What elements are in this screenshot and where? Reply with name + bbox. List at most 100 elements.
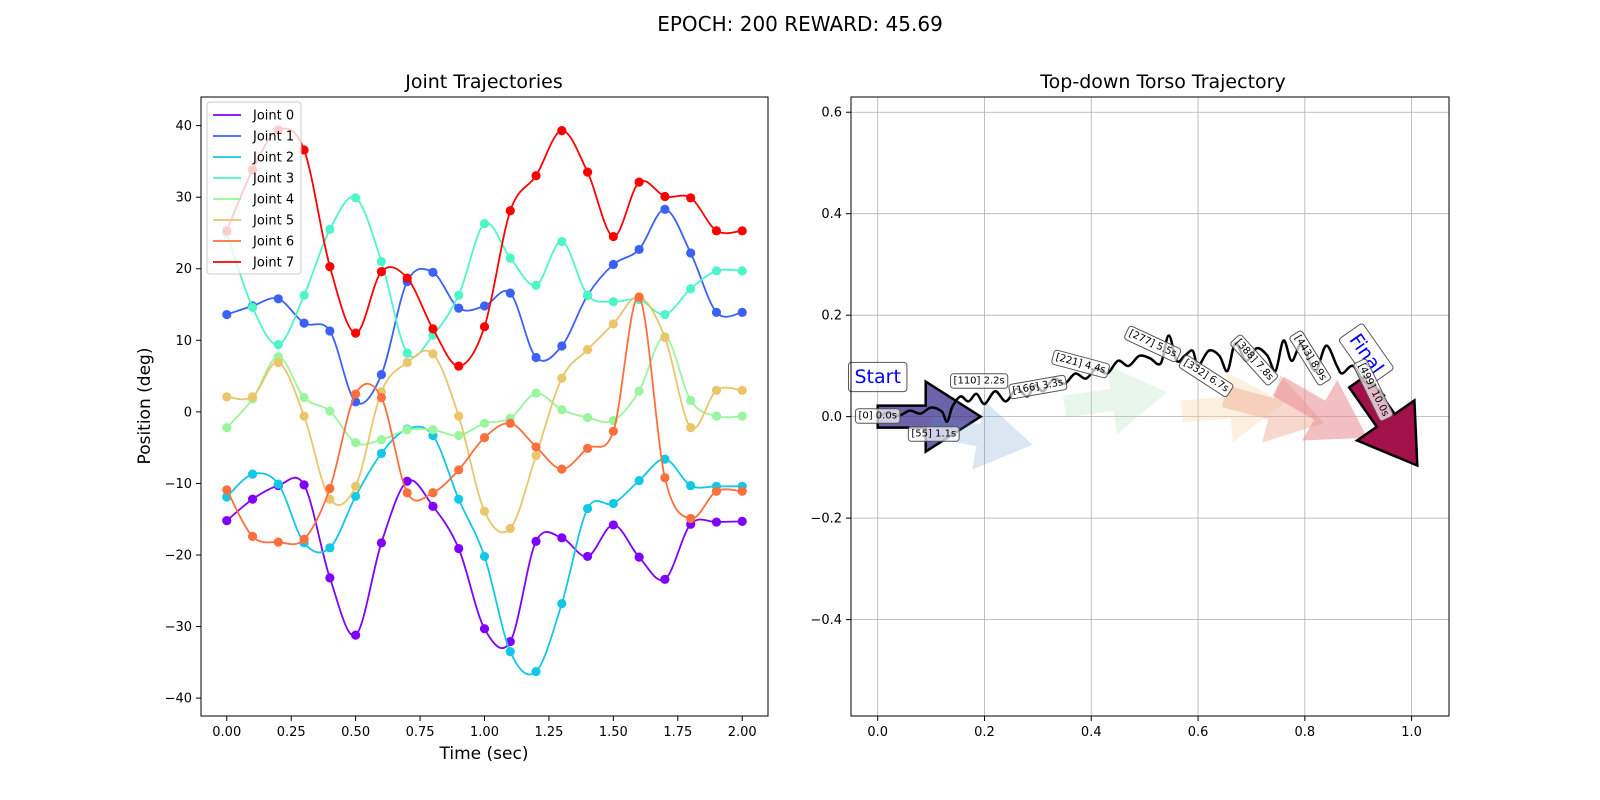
- joint-y-tick-label: 30: [175, 191, 192, 206]
- annotation-box: [1338, 323, 1394, 385]
- torso-trajectory-axes: Top-down Torso Trajectory 0.0 0.2 0.4 0.6 0.…: [810, 71, 1450, 740]
- joint-data-point: [402, 357, 412, 368]
- joint-data-point: [737, 266, 747, 276]
- heading-arrow: [1221, 375, 1325, 443]
- joint-data-point: [376, 267, 387, 277]
- joint-data-point: [325, 224, 335, 234]
- joint-data-point: [376, 392, 387, 403]
- joint-data-point: [634, 475, 644, 486]
- heading-arrow: [1272, 376, 1368, 441]
- joint-data-point: [222, 309, 232, 320]
- annotation-text: [221] 4.4s: [1054, 352, 1106, 376]
- legend-entry-label: Joint 0: [252, 109, 294, 124]
- joint-data-point: [557, 126, 567, 136]
- joint-data-point: [711, 385, 722, 395]
- torso-y-tick-label: 0.0: [821, 410, 842, 425]
- joint-data-point: [376, 370, 387, 380]
- joint-data-point: [686, 480, 696, 491]
- annotation-box: [907, 426, 960, 442]
- joint-data-point: [634, 244, 644, 255]
- joint-data-point: [557, 405, 567, 415]
- joint-data-point: [299, 411, 309, 421]
- joint-data-point: [505, 418, 515, 428]
- joint-data-point: [247, 531, 258, 541]
- joint-data-point: [686, 248, 696, 258]
- joint-data-point: [454, 361, 464, 371]
- torso-y-tick-label: 0.4: [821, 207, 842, 222]
- trajectory-marker-label: [166] 3.3s: [1008, 374, 1068, 400]
- annotation-box: [847, 361, 908, 393]
- start-label: Start: [847, 361, 908, 393]
- joint-data-point: [479, 418, 490, 428]
- joint-data-point: [351, 389, 361, 399]
- annotation-box: [1289, 330, 1331, 386]
- joint-data-point: [351, 491, 361, 501]
- joint-data-point: [402, 488, 412, 498]
- joint-data-point: [686, 193, 696, 203]
- joint-data-point: [711, 411, 722, 421]
- joint-y-tick-label: 0: [184, 405, 192, 420]
- joint-data-point: [479, 322, 490, 332]
- joint-data-point: [582, 412, 593, 423]
- annotation-text: [110] 2.2s: [954, 376, 1005, 387]
- joint-data-point: [454, 303, 464, 313]
- joint-data-point: [247, 494, 258, 504]
- annotation-text: [443] 8.9s: [1292, 333, 1328, 382]
- annotation-box: [950, 373, 1009, 389]
- joint-data-point: [454, 411, 464, 421]
- joint-x-tick-label: 1.25: [534, 725, 563, 740]
- joint-data-point: [737, 516, 747, 526]
- joint-data-point: [582, 443, 593, 453]
- figure-suptitle: EPOCH: 200 REWARD: 45.69: [657, 12, 943, 36]
- joint-data-point: [454, 290, 464, 300]
- joint-data-point: [428, 349, 438, 359]
- trajectory-marker-label: [110] 2.2s: [950, 373, 1009, 389]
- legend-entry-label: Joint 3: [252, 172, 294, 187]
- joint-data-point: [660, 574, 670, 584]
- joint-data-point: [557, 341, 567, 351]
- legend-entry-label: Joint 2: [252, 151, 294, 166]
- joint-data-point: [428, 425, 438, 435]
- joint-data-point: [660, 332, 670, 343]
- joint-data-point: [402, 273, 412, 283]
- joint-data-point: [273, 537, 283, 547]
- joint-series-6: [222, 292, 747, 547]
- joint-data-point: [402, 425, 412, 435]
- joint-data-point: [351, 193, 361, 203]
- torso-x-tick-label: 0.6: [1188, 725, 1209, 740]
- joint-data-point: [737, 411, 747, 421]
- joint-data-point: [634, 552, 644, 562]
- joint-data-point: [376, 448, 387, 458]
- annotation-text: [55] 1.1s: [911, 429, 956, 440]
- joint-data-point: [479, 219, 490, 229]
- joint-data-point: [479, 551, 490, 562]
- joint-data-point: [505, 288, 515, 298]
- joint-data-point: [454, 543, 464, 554]
- joint-legend: Joint 0 Joint 1 Joint 2 Joint 3 Joint 4 Joint…: [206, 101, 302, 275]
- joint-data-point: [247, 302, 258, 312]
- joint-trajectories-axes: Joint Trajectories 0.00 0.25 0.50 0.75 1.00 1…: [135, 71, 769, 764]
- torso-x-tick-label: 0.4: [1081, 725, 1102, 740]
- trajectory-marker-label: [55] 1.1s: [907, 426, 960, 442]
- joint-data-point: [325, 573, 335, 583]
- legend-entry-label: Joint 4: [252, 193, 294, 208]
- joint-data-point: [351, 481, 361, 491]
- joint-data-point: [325, 326, 335, 336]
- joint-data-point: [376, 538, 387, 548]
- joint-data-point: [711, 266, 722, 276]
- joint-data-point: [660, 191, 670, 202]
- joint-data-point: [686, 395, 696, 406]
- joint-series-line: [226, 476, 743, 649]
- annotation-text: Start: [854, 366, 900, 388]
- joint-data-point: [273, 294, 283, 304]
- heading-arrow: [929, 400, 1033, 470]
- joint-data-point: [634, 386, 644, 396]
- joint-data-point: [402, 348, 412, 358]
- annotation-box: [1051, 349, 1110, 379]
- joint-data-point: [557, 464, 567, 474]
- joint-chart-title: Joint Trajectories: [404, 71, 562, 93]
- joint-data-point: [273, 479, 283, 489]
- annotation-box: [1230, 334, 1278, 386]
- joint-data-point: [711, 226, 722, 236]
- joint-x-tick-label: 0.00: [212, 725, 241, 740]
